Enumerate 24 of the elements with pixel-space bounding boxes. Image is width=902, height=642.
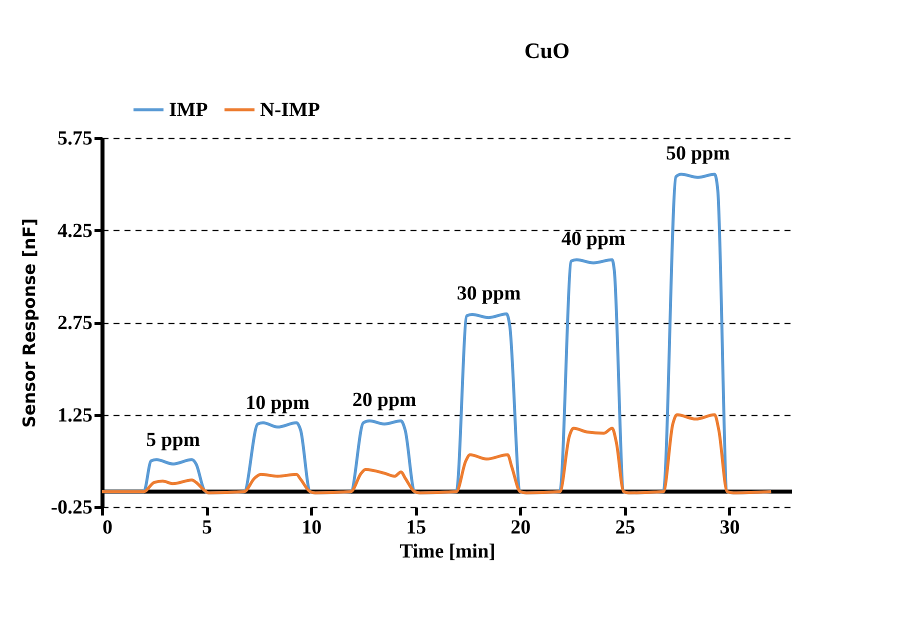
annotation: 5 ppm: [146, 428, 200, 451]
x-tick-label: 10: [302, 516, 322, 538]
x-tick-label: 20: [510, 516, 531, 538]
x-axis-title: Time [min]: [400, 540, 496, 562]
line-series: [100, 413, 773, 494]
x-tick-label: 5: [202, 516, 212, 538]
annotation: 10 ppm: [246, 392, 310, 414]
x-tick-label: 0: [102, 516, 112, 538]
x-tick-label: 15: [406, 516, 426, 538]
legend-label: N-IMP: [260, 98, 320, 121]
annotation: 50 ppm: [666, 142, 730, 164]
y-tick-label: -0.25: [50, 496, 92, 518]
y-tick-label: 1.25: [58, 404, 92, 426]
y-tick-label: 2.75: [58, 312, 92, 334]
chart-title: CuO: [524, 38, 570, 63]
annotation: 30 ppm: [456, 282, 522, 305]
y-axis-title: Sensor Response [nF]: [20, 218, 40, 428]
y-tick-label: 5.75: [58, 128, 92, 150]
x-tick-label: 25: [615, 516, 636, 538]
annotation: 20 ppm: [352, 388, 417, 411]
y-tick-label: 4.25: [58, 220, 92, 242]
annotation: 40 ppm: [561, 228, 626, 250]
legend-label: IMP: [169, 98, 208, 121]
x-tick-label: 30: [720, 516, 740, 538]
